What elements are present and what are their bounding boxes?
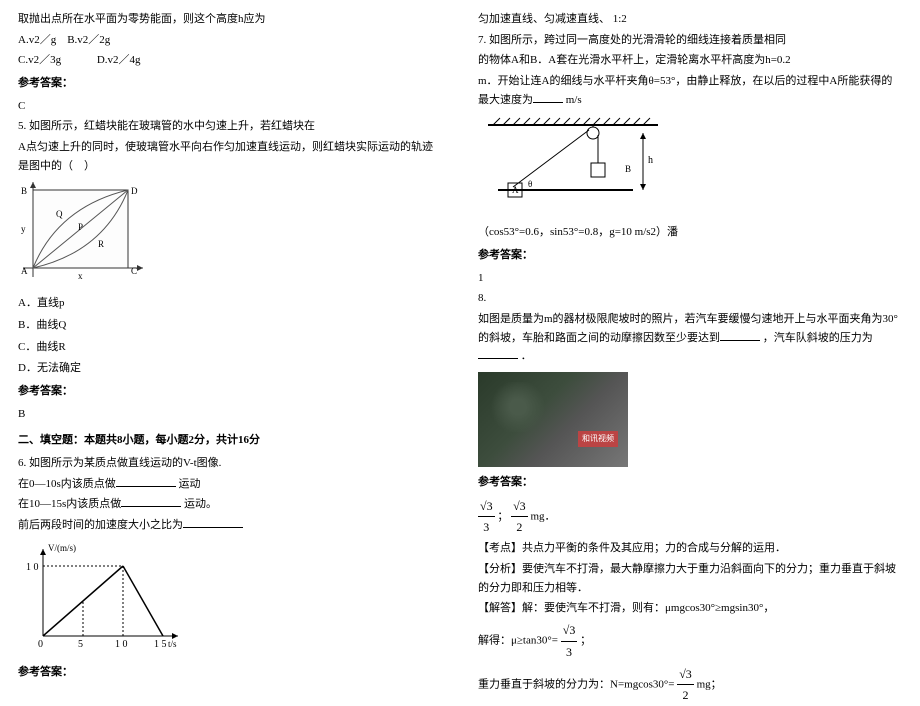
q5-answer-label: 参考答案：: [18, 382, 442, 401]
left-column: 取抛出点所在水平面为零势能面，则这个高度h应为 A.v2／g B.v2／2g C…: [0, 0, 460, 651]
q7-hint: （cos53°=0.6，sin53°=0.8，g=10 m/s2）潘: [478, 223, 902, 242]
pulley-B: B: [625, 164, 631, 174]
q8-stem: 如图是质量为m的器材极限爬坡时的照片，若汽车要缓慢匀速地开上与水平面夹角为30°…: [478, 310, 902, 366]
svg-text:B: B: [21, 186, 27, 196]
section2-head: 二、填空题：本题共8小题，每小题2分，共计16分: [18, 431, 442, 450]
q5-optD: D．无法确定: [18, 359, 442, 378]
q7-l2: 的物体A和B．A套在光滑水平杆上，定滑轮离水平杆高度为h=0.2: [478, 51, 902, 70]
q4-opts-row2: C.v2／3g D.v2／4g: [18, 51, 442, 70]
q5-optB: B．曲线Q: [18, 316, 442, 335]
pulley-theta: θ: [528, 179, 532, 189]
solve-l2: 解得：μ≥tan30°= √3 3 ；: [478, 620, 902, 662]
blank: [116, 475, 176, 487]
svg-text:y: y: [21, 224, 26, 234]
q7-answer: 1: [478, 269, 902, 288]
svg-text:D: D: [131, 186, 138, 196]
frac3-den: 3: [561, 642, 578, 662]
frac4-den: 2: [677, 685, 694, 705]
q4-stem: 取抛出点所在水平面为零势能面，则这个高度h应为: [18, 10, 442, 29]
vt-x0: 0: [38, 639, 43, 650]
blank: [533, 91, 563, 103]
vt-x10: 1 0: [115, 639, 128, 650]
q4-optB: B.v2／2g: [67, 34, 110, 46]
q6-answer-label: 参考答案：: [18, 663, 442, 682]
q6-line3: 前后两段时间的加速度大小之比为: [18, 516, 442, 535]
solve-l3a: 重力垂直于斜坡的分力为：N=mgcos30°=: [478, 678, 674, 690]
svg-text:C: C: [131, 266, 137, 276]
q5-diagram: B D A C P Q R y x: [18, 182, 442, 289]
q5-stem2: A点匀速上升的同时，使玻璃管水平向右作匀加速直线运动，则红蜡块实际运动的轨迹是图…: [18, 138, 442, 175]
q8-sep: ；: [497, 510, 508, 522]
q6-l2a: 在10—15s内该质点做: [18, 498, 121, 510]
q5-stem1: 5. 如图所示，红蜡块能在玻璃管的水中匀速上升，若红蜡块在: [18, 117, 442, 136]
q7-answer-label: 参考答案：: [478, 246, 902, 265]
blank: [183, 516, 243, 528]
pulley-diagram: A B θ h: [478, 115, 902, 217]
exam-point: 【考点】共点力平衡的条件及其应用；力的合成与分解的运用．: [478, 539, 902, 558]
q7-l3: m．开始让连A的细线与水平杆夹角θ=53°，由静止释放，在以后的过程中A所能获得…: [478, 72, 902, 109]
svg-text:A: A: [21, 266, 28, 276]
svg-text:P: P: [78, 222, 83, 232]
vt-ytick: 1 0: [26, 562, 39, 573]
q8-answer: √3 3 ； √3 2 mg．: [478, 496, 902, 538]
frac2-num: √3: [511, 496, 528, 517]
pulley-A: A: [512, 185, 519, 195]
solve-head: 【解答】解：要使汽车不打滑，则有：μmgcos30°≥mgsin30°，: [478, 599, 902, 618]
q4-opts-row1: A.v2／g B.v2／2g: [18, 31, 442, 50]
frac2: √3 2: [511, 496, 528, 538]
blank: [720, 329, 760, 341]
q6-line1: 在0—10s内该质点做 运动: [18, 475, 442, 494]
frac3: √3 3: [561, 620, 578, 662]
vt-x5: 5: [78, 639, 83, 650]
right-column: 匀加速直线、匀减速直线、 1:2 7. 如图所示，跨过同一高度处的光滑滑轮的细线…: [460, 0, 920, 651]
q5-optC: C．曲线R: [18, 338, 442, 357]
solve-l2a: 解得：μ≥tan30°=: [478, 635, 558, 647]
q8-head: 8.: [478, 289, 902, 308]
frac2-den: 2: [511, 517, 528, 537]
photo-watermark: 和讯视频: [578, 431, 618, 447]
q5-optA: A．直线p: [18, 294, 442, 313]
frac1: √3 3: [478, 496, 495, 538]
q5-answer: B: [18, 405, 442, 424]
frac4: √3 2: [677, 664, 694, 706]
solve-l3b: mg；: [697, 678, 722, 690]
q4-optC: C.v2／3g: [18, 54, 61, 66]
analysis: 【分析】要使汽车不打滑，最大静摩擦力大于重力沿斜面向下的分力；重力垂直于斜坡的分…: [478, 560, 902, 597]
vt-chart: V/(m/s) t/s 1 0 0 5 1 0 1 5: [18, 541, 442, 658]
vt-ylabel: V/(m/s): [48, 543, 76, 553]
frac3-num: √3: [561, 620, 578, 641]
q6-l2b: 运动。: [184, 498, 217, 510]
q6-line2: 在10—15s内该质点做 运动。: [18, 495, 442, 514]
q8-answer-label: 参考答案：: [478, 473, 902, 492]
q4-answer-label: 参考答案：: [18, 74, 442, 93]
q7-l3b: m/s: [566, 94, 582, 106]
q8-tail: mg．: [530, 510, 555, 522]
q4-answer: C: [18, 97, 442, 116]
pulley-h: h: [648, 155, 653, 166]
q6-l1a: 在0—10s内该质点做: [18, 478, 116, 490]
vt-x15: 1 5: [154, 639, 167, 650]
frac1-den: 3: [478, 517, 495, 537]
svg-text:R: R: [98, 239, 104, 249]
q4-optD: D.v2／4g: [97, 54, 141, 66]
solve-l3: 重力垂直于斜坡的分力为：N=mgcos30°= √3 2 mg；: [478, 664, 902, 706]
frac1-num: √3: [478, 496, 495, 517]
q8-stem-c: ．: [521, 350, 532, 362]
blank: [478, 347, 518, 359]
q6-l3: 前后两段时间的加速度大小之比为: [18, 519, 183, 531]
q6-answer-line: 匀加速直线、匀减速直线、 1:2: [478, 10, 902, 29]
q8-stem-b: ，汽车队斜坡的压力为: [763, 332, 873, 344]
vt-xlabel: t/s: [168, 639, 177, 649]
blank: [121, 495, 181, 507]
frac4-num: √3: [677, 664, 694, 685]
svg-text:x: x: [78, 271, 83, 281]
solve-l2b: ；: [580, 635, 591, 647]
q4-optA: A.v2／g: [18, 34, 56, 46]
q7-l1: 7. 如图所示，跨过同一高度处的光滑滑轮的细线连接着质量相同: [478, 31, 902, 50]
svg-text:Q: Q: [56, 209, 63, 219]
q6-l1b: 运动: [179, 478, 201, 490]
q6-stem: 6. 如图所示为某质点做直线运动的V-t图像.: [18, 454, 442, 473]
q8-photo: 和讯视频: [478, 372, 628, 467]
